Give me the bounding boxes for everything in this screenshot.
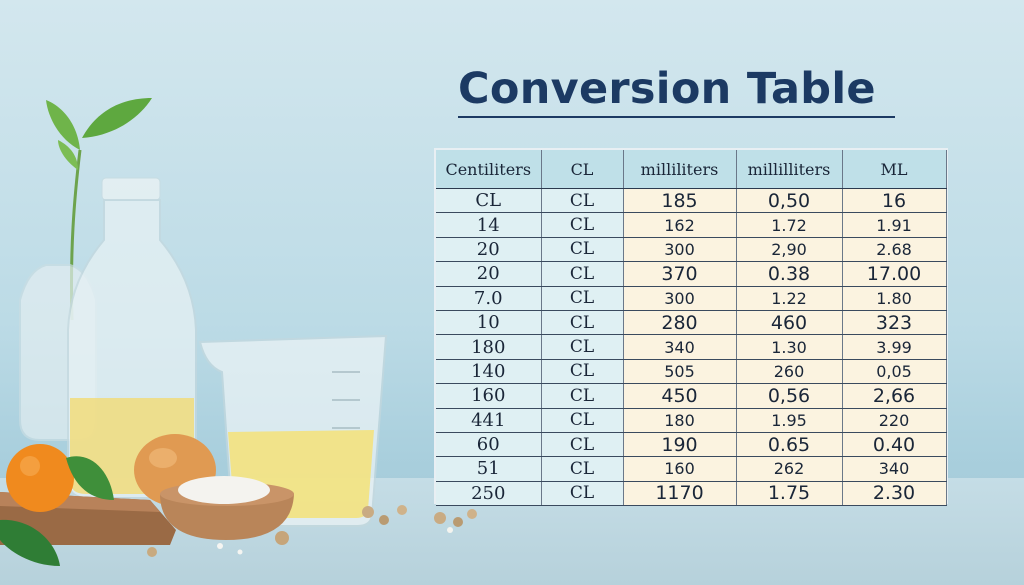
table-header-row: Centiliters CL milliliters millilliters … xyxy=(436,150,947,189)
table-cell: 1.75 xyxy=(736,481,843,507)
table-cell: 250 xyxy=(436,481,542,507)
table-cell: 460 xyxy=(736,310,843,336)
title-underline xyxy=(458,116,895,118)
column-header: ML xyxy=(842,150,947,189)
table-cell: 7.0 xyxy=(436,286,542,311)
table-cell: 1.80 xyxy=(842,286,947,311)
table-cell: 441 xyxy=(436,408,542,433)
table-cell: 2,90 xyxy=(736,237,843,263)
conversion-table: Centiliters CL milliliters millilliters … xyxy=(436,150,947,507)
table-cell: 1.72 xyxy=(736,212,843,238)
table-cell: CL xyxy=(541,237,624,263)
table-cell: CL xyxy=(541,432,624,458)
table-row: 160 CL 450 0,56 2,66 xyxy=(436,383,947,409)
page-title: Conversion Table xyxy=(458,64,876,114)
scattered-seeds xyxy=(434,509,477,533)
table-cell: 0.38 xyxy=(736,261,843,287)
table-cell: CL xyxy=(541,188,624,214)
table-cell: 2.30 xyxy=(842,481,947,507)
table-cell: CL xyxy=(436,188,542,214)
table-cell: 160 xyxy=(436,383,542,409)
table-cell: 370 xyxy=(623,261,737,287)
table-cell: CL xyxy=(541,310,624,336)
table-cell: 160 xyxy=(623,456,737,482)
table-row: 250 CL 1170 1.75 2.30 xyxy=(436,481,947,507)
table-cell: 450 xyxy=(623,383,737,409)
table-cell: 1170 xyxy=(623,481,737,507)
table-cell: CL xyxy=(541,383,624,409)
table-cell: 300 xyxy=(623,286,737,311)
column-header: CL xyxy=(541,150,624,189)
table-cell: CL xyxy=(541,212,624,238)
table-cell: 1.95 xyxy=(736,408,843,433)
table-row: 20 CL 300 2,90 2.68 xyxy=(436,237,947,263)
table-cell: 2.68 xyxy=(842,237,947,263)
table-cell: 2,66 xyxy=(842,383,947,409)
table-row: 51 CL 160 262 340 xyxy=(436,456,947,482)
table-cell: CL xyxy=(541,334,624,360)
table-cell: 14 xyxy=(436,212,542,238)
table-cell: 1.22 xyxy=(736,286,843,311)
table-cell: CL xyxy=(541,261,624,287)
table-cell: CL xyxy=(541,481,624,507)
table-row: 140 CL 505 260 0,05 xyxy=(436,359,947,385)
table-row: 441 CL 180 1.95 220 xyxy=(436,408,947,433)
table-cell: 180 xyxy=(436,334,542,360)
table-cell: 3.99 xyxy=(842,334,947,360)
column-header: Centiliters xyxy=(436,150,542,189)
table-row: 10 CL 280 460 323 xyxy=(436,310,947,336)
table-cell: 0,05 xyxy=(842,359,947,385)
table-cell: 0.40 xyxy=(842,432,947,458)
conversion-table-card: Centiliters CL milliliters millilliters … xyxy=(434,148,948,507)
table-cell: 185 xyxy=(623,188,737,214)
table-row: 180 CL 340 1.30 3.99 xyxy=(436,334,947,360)
table-row: 20 CL 370 0.38 17.00 xyxy=(436,261,947,287)
table-cell: 10 xyxy=(436,310,542,336)
table-cell: 162 xyxy=(623,212,737,238)
table-cell: 180 xyxy=(623,408,737,433)
table-cell: 20 xyxy=(436,261,542,287)
table-cell: 300 xyxy=(623,237,737,263)
table-body: CL CL 185 0,50 16 14 CL 162 1.72 1.91 20 CL 300 2,90 2… xyxy=(436,188,947,507)
table-row: 60 CL 190 0.65 0.40 xyxy=(436,432,947,458)
table-cell: 505 xyxy=(623,359,737,385)
table-cell: 220 xyxy=(842,408,947,433)
table-cell: 340 xyxy=(623,334,737,360)
table-cell: 260 xyxy=(736,359,843,385)
table-cell: 16 xyxy=(842,188,947,214)
table-cell: 51 xyxy=(436,456,542,482)
table-cell: 280 xyxy=(623,310,737,336)
table-cell: 60 xyxy=(436,432,542,458)
table-cell: 1.30 xyxy=(736,334,843,360)
table-cell: CL xyxy=(541,456,624,482)
table-cell: 1.91 xyxy=(842,212,947,238)
table-cell: CL xyxy=(541,408,624,433)
table-cell: 340 xyxy=(842,456,947,482)
table-cell: 17.00 xyxy=(842,261,947,287)
table-cell: 0,50 xyxy=(736,188,843,214)
table-cell: 323 xyxy=(842,310,947,336)
table-cell: 0.65 xyxy=(736,432,843,458)
table-row: 14 CL 162 1.72 1.91 xyxy=(436,212,947,238)
table-cell: 0,56 xyxy=(736,383,843,409)
table-cell: CL xyxy=(541,359,624,385)
table-row: CL CL 185 0,50 16 xyxy=(436,188,947,214)
table-cell: 20 xyxy=(436,237,542,263)
table-cell: 190 xyxy=(623,432,737,458)
table-cell: CL xyxy=(541,286,624,311)
table-row: 7.0 CL 300 1.22 1.80 xyxy=(436,286,947,311)
column-header: millilliters xyxy=(736,150,843,189)
table-cell: 262 xyxy=(736,456,843,482)
column-header: milliliters xyxy=(623,150,737,189)
kitchen-illustration xyxy=(0,98,407,566)
table-cell: 140 xyxy=(436,359,542,385)
